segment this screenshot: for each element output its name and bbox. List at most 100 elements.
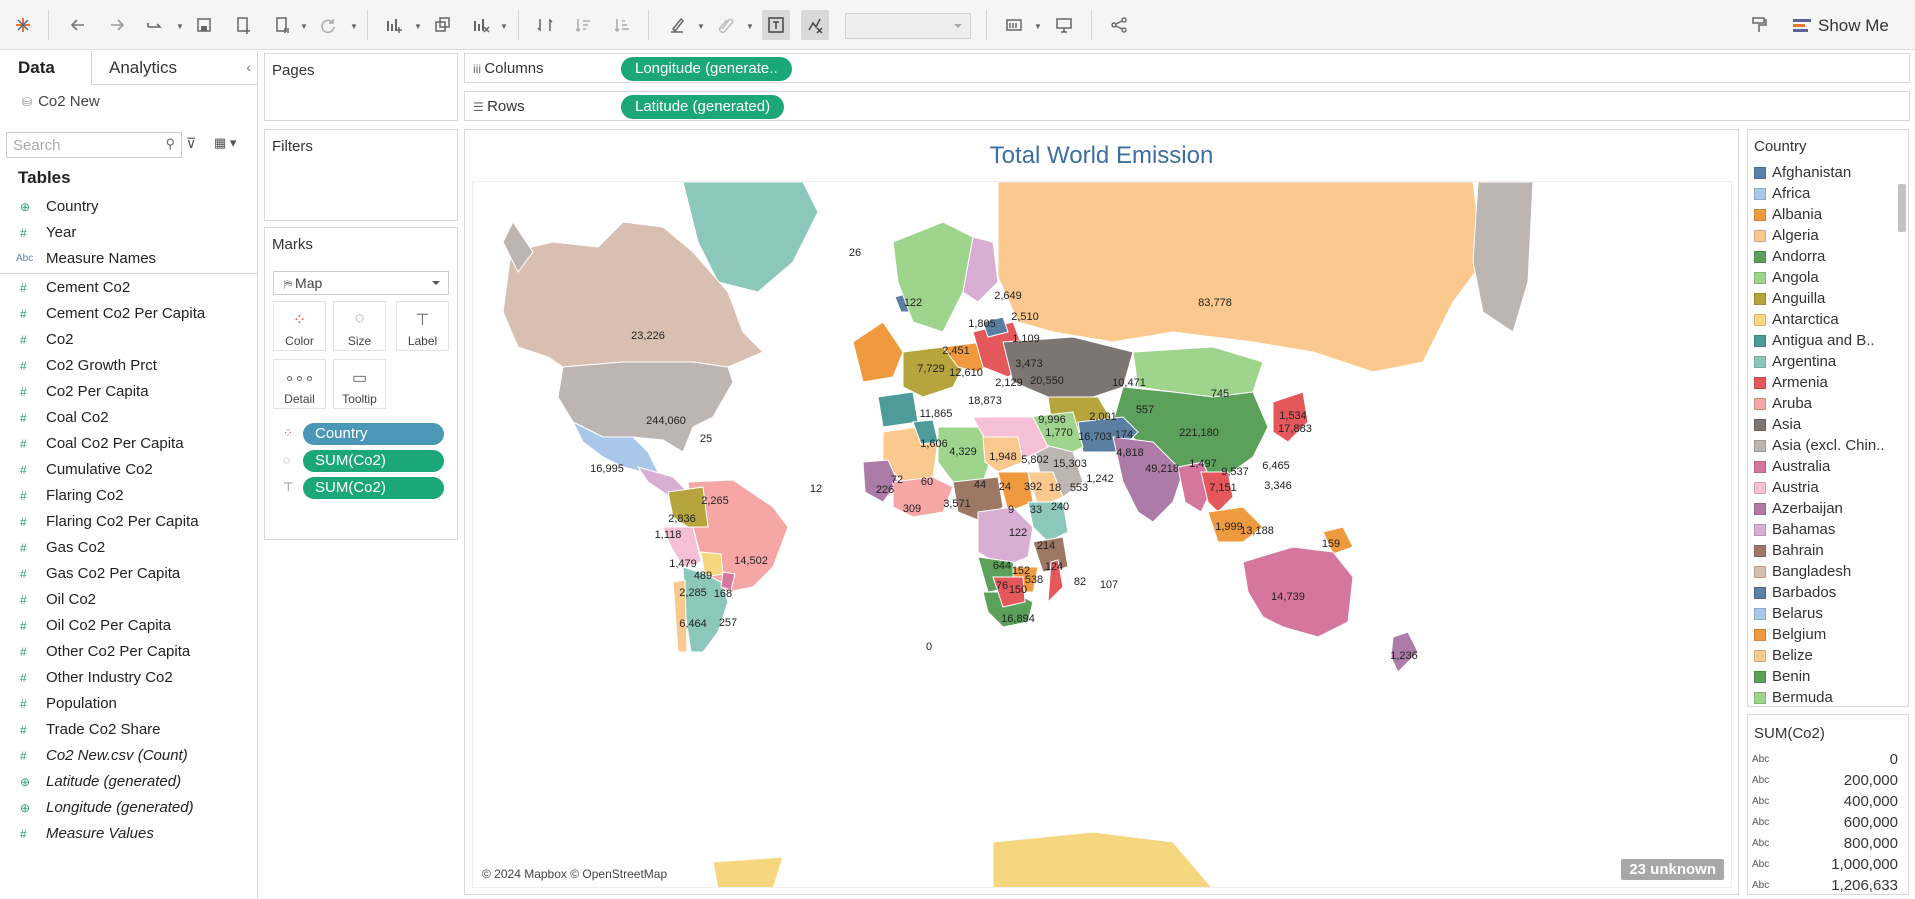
field-item[interactable]: # Flaring Co2 Per Capita [0,509,257,535]
legend-item[interactable]: Africa [1754,183,1894,204]
format-painter-icon[interactable] [1745,10,1773,40]
field-item[interactable]: # Co2 New.csv (Count) [0,743,257,769]
uk-shape[interactable] [852,321,904,383]
show-mark-labels-icon[interactable] [762,10,790,40]
legend-item[interactable]: Barbados [1754,582,1894,603]
new-zealand-shape[interactable] [1390,631,1419,673]
field-item[interactable]: # Flaring Co2 [0,483,257,509]
greenland-shape[interactable] [682,182,819,293]
legend-item[interactable]: Bahrain [1754,540,1894,561]
field-item[interactable]: # Oil Co2 [0,587,257,613]
legend-item[interactable]: Angola [1754,267,1894,288]
madagascar-shape[interactable] [1047,559,1064,604]
field-item[interactable]: # Co2 [0,327,257,353]
tab-analytics[interactable]: Analytics [109,58,178,77]
legend-item[interactable]: Armenia [1754,372,1894,393]
label-button[interactable]: ⊤ Label [396,301,449,351]
tableau-logo-icon[interactable] [9,10,37,40]
japan-shape[interactable] [1272,391,1309,443]
datasource-item[interactable]: ⛁ Co2 New [22,93,100,110]
field-item[interactable]: # Coal Co2 [0,405,257,431]
field-item[interactable]: # Population [0,691,257,717]
pause-updates-icon[interactable] [268,10,296,40]
save-icon[interactable] [190,10,218,40]
sum-co2-size-pill[interactable]: SUM(Co2) [303,450,444,472]
field-item[interactable]: Abc Measure Names [0,246,257,272]
alaska-shape[interactable] [502,221,534,273]
show-me-button[interactable]: Show Me [1793,12,1889,40]
new-worksheet-icon[interactable] [380,10,408,40]
field-item[interactable]: # Cement Co2 Per Capita [0,301,257,327]
legend-item[interactable]: Belarus [1754,603,1894,624]
field-item[interactable]: # Coal Co2 Per Capita [0,431,257,457]
papua-shape[interactable] [1322,526,1354,555]
antarctica-west-shape[interactable] [712,856,784,888]
columns-shelf[interactable]: iii Columns Longitude (generate.. [464,53,1910,83]
field-item[interactable]: # Other Industry Co2 [0,665,257,691]
size-legend-item[interactable]: Abc 600,000 [1752,812,1898,833]
map-attribution[interactable]: © 2024 Mapbox © OpenStreetMap [482,867,668,881]
peru-shape[interactable] [662,526,702,568]
tooltip-button[interactable]: ▭ Tooltip [333,359,386,409]
refresh-icon[interactable] [314,10,342,40]
highlight-icon[interactable] [663,10,691,40]
belarus-shape[interactable] [982,316,1009,338]
field-item[interactable]: # Co2 Per Capita [0,379,257,405]
ethiopia-shape[interactable] [1027,471,1064,508]
legend-item[interactable]: Austria [1754,477,1894,498]
clear-sheet-icon[interactable] [467,10,495,40]
finland-shape[interactable] [962,236,999,303]
scandinavia-shape[interactable] [892,221,974,333]
legend-item[interactable]: Azerbaijan [1754,498,1894,519]
tanzania-shape[interactable] [1032,536,1069,573]
sum-co2-label-pill[interactable]: SUM(Co2) [303,477,444,499]
pages-card[interactable]: Pages [264,53,458,121]
size-legend-item[interactable]: Abc 200,000 [1752,770,1898,791]
legend-item[interactable]: Antarctica [1754,309,1894,330]
sort-descending-icon[interactable] [609,10,637,40]
legend-item[interactable]: Bermuda [1754,687,1894,706]
rows-shelf[interactable]: ☰ Rows Latitude (generated) [464,91,1910,121]
world-map[interactable]: 26 122 23,226 244,060 83,778 2,649 1,805 2,510 1… [472,181,1732,888]
botswana-shape[interactable] [992,576,1026,608]
legend-item[interactable]: Bahamas [1754,519,1894,540]
field-item[interactable]: ⊕ Longitude (generated) [0,795,257,821]
fix-axes-icon[interactable] [801,10,829,40]
legend-item[interactable]: Bangladesh [1754,561,1894,582]
argentina-shape[interactable] [682,566,729,653]
paraguay-shape[interactable] [720,571,736,591]
spain-shape[interactable] [877,391,919,428]
field-item[interactable]: # Other Co2 Per Capita [0,639,257,665]
field-item[interactable]: # Gas Co2 [0,535,257,561]
legend-item[interactable]: Algeria [1754,225,1894,246]
filters-card[interactable]: Filters [264,129,458,221]
egypt-shape[interactable] [982,436,1024,473]
field-item[interactable]: # Cement Co2 [0,275,257,301]
west-africa-shape[interactable] [862,459,899,503]
australia-shape[interactable] [1242,546,1354,638]
field-item[interactable]: # Year [0,220,257,246]
legend-item[interactable]: Andorra [1754,246,1894,267]
country-pill[interactable]: Country [303,423,444,445]
size-legend-item[interactable]: Abc 0 [1752,749,1898,770]
legend-item[interactable]: Belgium [1754,624,1894,645]
alaska-east-shape[interactable] [1472,182,1534,333]
field-item[interactable]: # Co2 Growth Prct [0,353,257,379]
size-legend-item[interactable]: Abc 800,000 [1752,833,1898,854]
latitude-pill[interactable]: Latitude (generated) [621,95,785,119]
india-shape[interactable] [1112,436,1184,523]
presentation-mode-icon[interactable] [1050,10,1078,40]
legend-item[interactable]: Anguilla [1754,288,1894,309]
field-item[interactable]: # Oil Co2 Per Capita [0,613,257,639]
duplicate-icon[interactable] [428,10,456,40]
drc-shape[interactable] [977,506,1034,568]
size-button[interactable]: ◌ Size [333,301,386,351]
legend-item[interactable]: Asia [1754,414,1894,435]
show-cards-icon[interactable] [1000,10,1028,40]
detail-button[interactable]: ∘∘∘ Detail [273,359,326,409]
field-item[interactable]: # Measure Values [0,821,257,847]
filter-icon[interactable]: ⊽ [186,135,197,151]
field-item[interactable]: ⊕ Country [0,194,257,220]
legend-item[interactable]: Aruba [1754,393,1894,414]
field-item[interactable]: # Gas Co2 Per Capita [0,561,257,587]
